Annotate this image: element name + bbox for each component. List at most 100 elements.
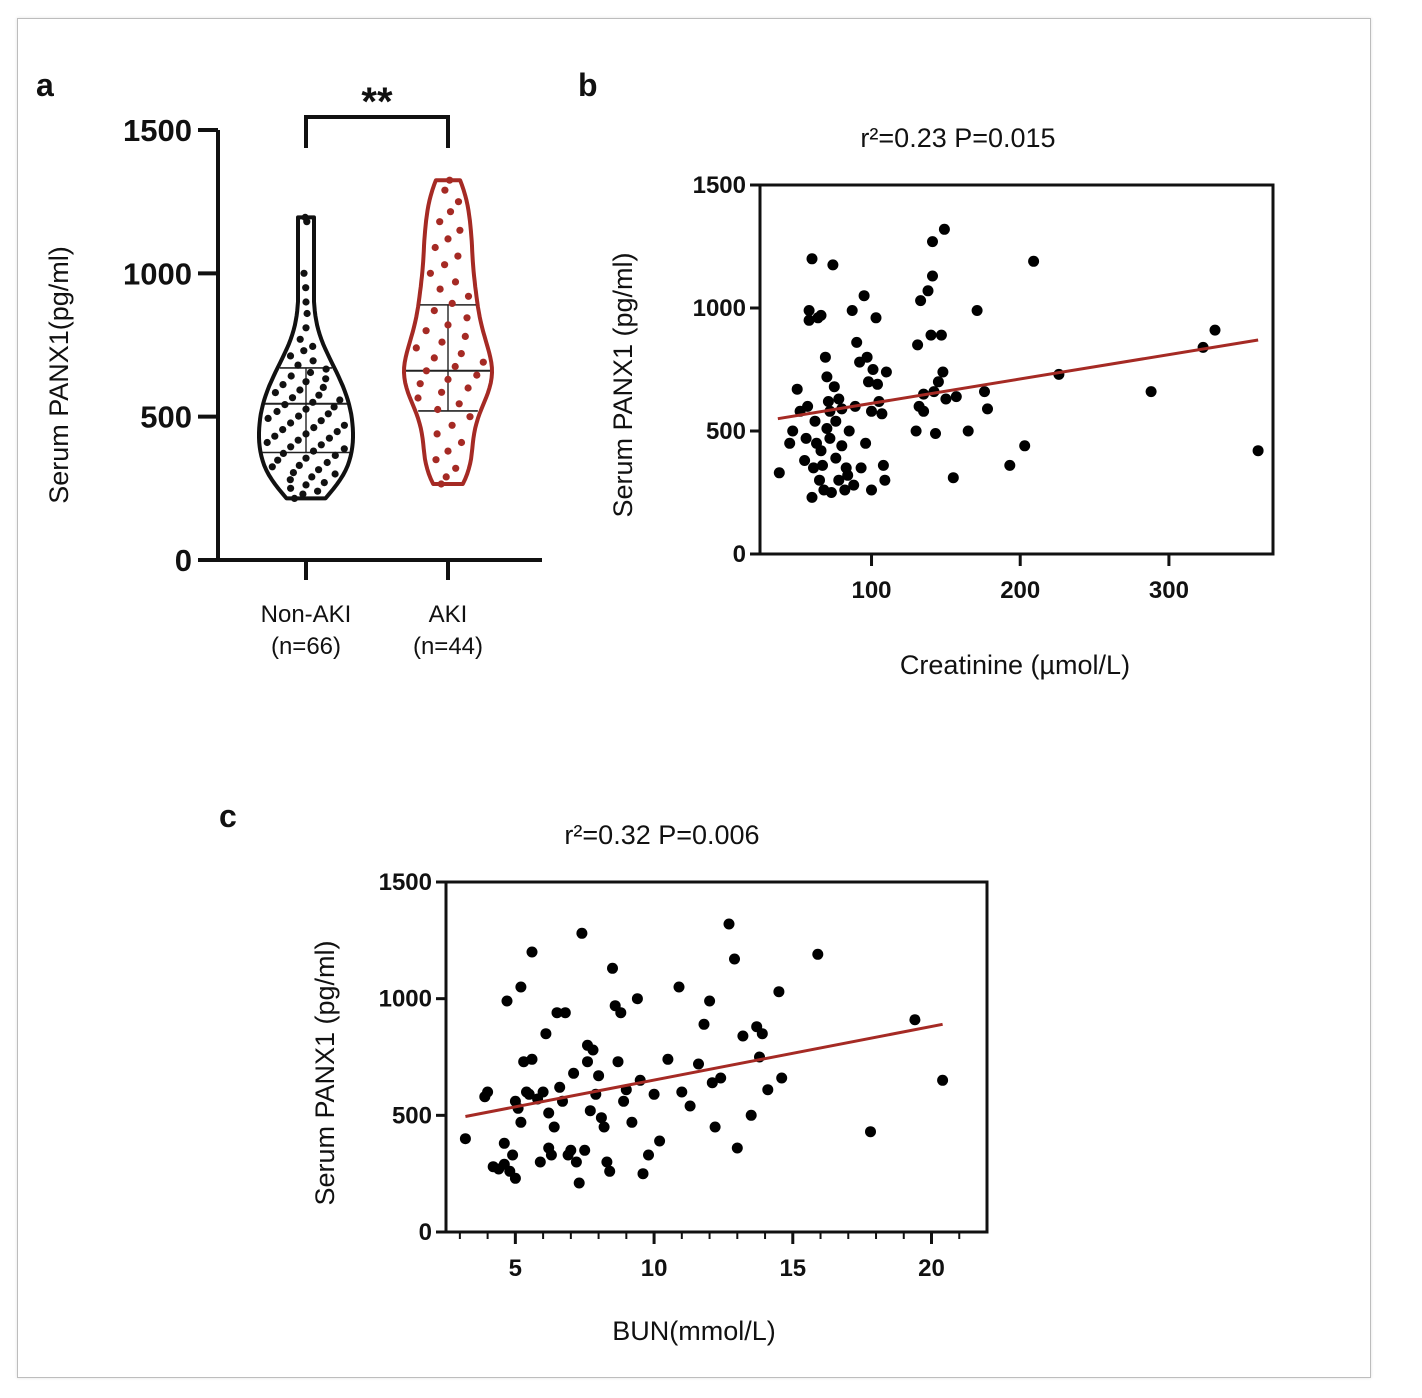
data-point	[940, 393, 952, 405]
panel-a-y-axis-label: Serum PANX1(pg/ml)	[44, 246, 74, 504]
data-point	[302, 454, 310, 462]
panel-c-y-axis-label: Serum PANX1 (pg/ml)	[310, 940, 340, 1205]
data-point	[436, 285, 444, 293]
data-point	[320, 479, 328, 487]
data-point	[698, 1018, 710, 1030]
y-tick-label: 1500	[123, 113, 192, 148]
data-point	[296, 386, 304, 394]
panel-b-data-points	[773, 223, 1264, 503]
panel-a-category-labels: Non-AKI (n=66) AKI (n=44)	[261, 601, 483, 660]
data-point	[950, 391, 962, 403]
data-point	[317, 441, 325, 449]
data-point	[827, 259, 839, 271]
data-point	[330, 403, 338, 411]
data-point	[773, 467, 785, 479]
data-point	[880, 366, 892, 378]
significance-stars: **	[361, 80, 393, 124]
panel-letter-a: a	[36, 67, 54, 103]
data-point	[295, 412, 303, 420]
data-point	[444, 375, 452, 383]
data-point	[925, 329, 937, 341]
data-point	[454, 252, 462, 260]
data-point	[310, 424, 318, 432]
data-point	[637, 1168, 649, 1180]
y-tick-label: 1500	[379, 869, 432, 896]
data-point	[271, 432, 279, 440]
data-point	[446, 176, 454, 184]
data-point	[438, 388, 446, 396]
data-point	[263, 438, 271, 447]
x-tick-label: 20	[918, 1255, 945, 1282]
panel-b-regression-line	[777, 338, 1259, 421]
data-point	[631, 993, 643, 1005]
data-point	[543, 1107, 555, 1119]
data-point	[842, 469, 854, 481]
x-tick-label: 5	[509, 1255, 522, 1282]
data-point	[1252, 445, 1264, 457]
data-point	[551, 1007, 563, 1019]
data-point	[584, 1105, 596, 1117]
panel-b-scatter-chart: b r²=0.23 P=0.015 Serum PANX1 (pg/ml) Cr…	[578, 67, 1275, 680]
panel-a-violins	[257, 178, 494, 501]
data-point	[808, 462, 819, 474]
data-point	[287, 372, 295, 380]
data-point	[851, 336, 863, 348]
data-point	[806, 491, 818, 503]
data-point	[322, 375, 330, 383]
violin-outline-non-aki	[257, 215, 355, 501]
data-point	[836, 440, 848, 452]
data-point	[340, 421, 348, 429]
data-point	[737, 1030, 749, 1042]
data-point	[937, 1074, 949, 1086]
data-point	[433, 430, 441, 438]
data-point	[776, 1072, 788, 1084]
data-point	[918, 405, 930, 417]
data-point	[877, 459, 889, 471]
data-point	[448, 421, 456, 429]
data-point	[821, 371, 833, 383]
data-point	[802, 400, 814, 412]
data-point	[279, 426, 287, 434]
category-label: (n=66)	[271, 633, 341, 660]
data-point	[273, 407, 281, 416]
data-point	[615, 1007, 627, 1019]
data-point	[315, 466, 323, 474]
data-point	[971, 305, 983, 316]
plot-frame	[444, 880, 989, 1234]
data-point	[436, 218, 444, 226]
data-point	[800, 432, 812, 444]
data-point	[729, 953, 740, 965]
data-point	[446, 208, 455, 216]
data-point	[709, 1121, 721, 1133]
data-point	[822, 396, 834, 407]
data-point	[684, 1100, 696, 1112]
data-point	[604, 1165, 616, 1177]
data-point	[607, 962, 618, 974]
data-point	[1145, 386, 1157, 398]
data-point	[870, 312, 882, 324]
panel-c-axes: 0 500 1000 1500 5 10 15 20	[379, 869, 989, 1282]
regression-line	[465, 1022, 943, 1118]
data-point	[654, 1135, 666, 1147]
data-point	[745, 1109, 757, 1121]
y-tick-label: 1000	[123, 256, 192, 291]
data-point	[295, 461, 303, 469]
data-point	[922, 285, 934, 297]
data-point	[809, 415, 821, 427]
data-point	[876, 408, 888, 420]
data-point	[287, 484, 295, 492]
plot-frame	[758, 183, 1275, 556]
data-point	[909, 1014, 921, 1026]
data-point	[309, 447, 318, 455]
y-tick-label: 500	[706, 418, 746, 445]
data-point	[315, 391, 323, 399]
data-point	[324, 410, 332, 418]
data-point	[279, 381, 287, 389]
data-point	[858, 290, 870, 302]
data-point	[612, 1056, 624, 1068]
data-point	[648, 1088, 660, 1100]
data-point	[268, 463, 276, 471]
data-point	[482, 1086, 494, 1098]
data-point	[559, 1007, 571, 1019]
data-point	[426, 269, 434, 277]
